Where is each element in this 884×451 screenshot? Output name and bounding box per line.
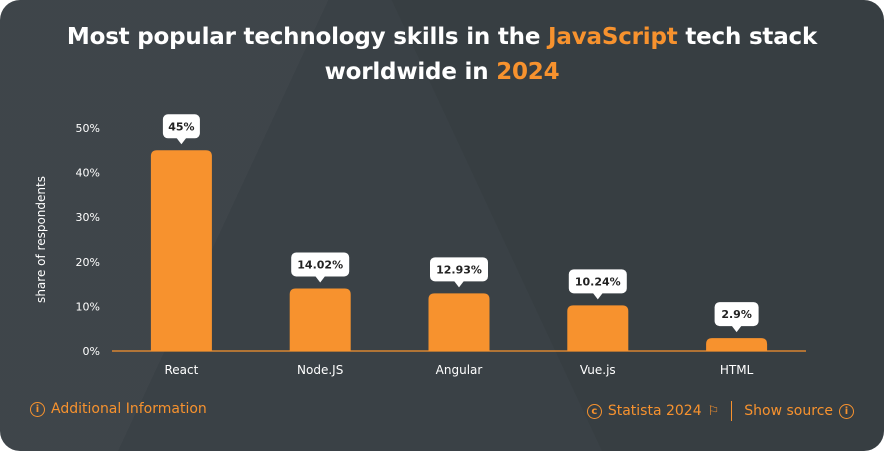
- data-label: 14.02%: [297, 258, 343, 271]
- flag-icon[interactable]: ⚐: [707, 403, 720, 419]
- additional-information-link[interactable]: i Additional Information: [30, 401, 207, 417]
- data-label-box: [430, 257, 488, 282]
- additional-information-label: Additional Information: [51, 401, 207, 417]
- footer-source: c Statista 2024 ⚐ Show source i: [586, 401, 854, 421]
- data-label: 12.93%: [436, 263, 482, 276]
- statista-label: Statista 2024: [607, 403, 702, 419]
- y-axis-label: share of respondents: [34, 176, 48, 303]
- data-label-box: [714, 302, 759, 327]
- source-info-icon[interactable]: i: [839, 403, 854, 419]
- title-part-3: worldwide in: [324, 59, 497, 85]
- y-tick-label: 50%: [76, 122, 100, 135]
- data-label: 10.24%: [575, 275, 621, 288]
- data-label-box: [568, 269, 627, 294]
- footer-divider: [731, 401, 733, 421]
- data-label: 2.9%: [721, 308, 752, 321]
- title-part-2: tech stack: [677, 24, 818, 50]
- data-label-pointer: [731, 325, 742, 333]
- title-part-1: Most popular technology skills in the: [66, 24, 549, 50]
- copyright-icon: c: [586, 403, 602, 419]
- y-tick-label: 20%: [76, 256, 100, 269]
- data-label-pointer: [176, 137, 187, 145]
- bar-vue-js: [567, 305, 629, 351]
- y-tick-label: 10%: [76, 300, 100, 313]
- data-label-pointer: [592, 292, 603, 300]
- title-highlight-year: 2024: [496, 59, 560, 85]
- title-highlight-javascript: JavaScript: [548, 24, 678, 50]
- show-source-link[interactable]: Show source: [744, 403, 833, 419]
- y-tick-label: 30%: [76, 211, 100, 224]
- bar-angular: [428, 293, 490, 351]
- x-category-label: HTML: [720, 363, 754, 377]
- bar-node-js: [289, 288, 351, 351]
- data-label-box: [291, 252, 350, 277]
- info-icon: i: [30, 401, 45, 417]
- x-category-label: React: [164, 363, 198, 377]
- chart-title: Most popular technology skills in the Ja…: [40, 20, 844, 90]
- x-category-label: Angular: [436, 363, 483, 377]
- x-category-label: Node.JS: [297, 363, 343, 377]
- y-tick-label: 40%: [76, 167, 100, 180]
- data-label-pointer: [315, 275, 326, 283]
- bar-react: [150, 150, 212, 351]
- x-category-label: Vue.js: [580, 363, 616, 377]
- data-label: 45%: [168, 120, 194, 133]
- y-tick-label: 0%: [83, 345, 100, 358]
- bar-html: [706, 338, 768, 351]
- data-label-box: [162, 114, 200, 139]
- data-label-pointer: [454, 280, 464, 288]
